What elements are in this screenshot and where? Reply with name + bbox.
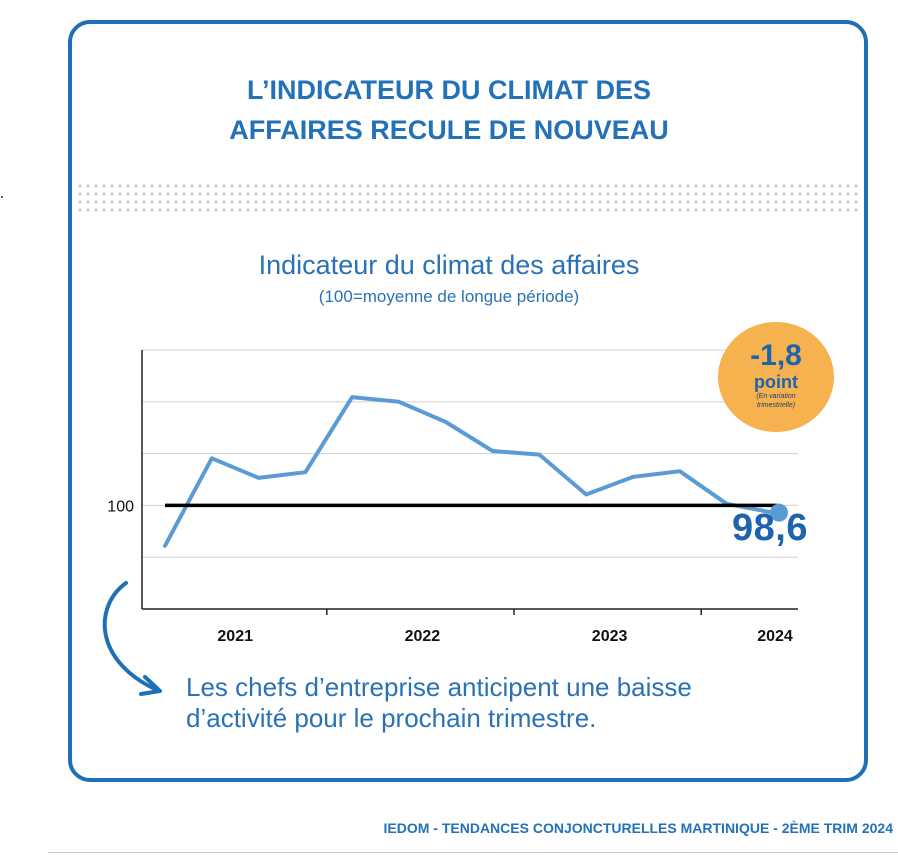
chart-grid bbox=[142, 349, 798, 558]
headline: L’INDICATEUR DU CLIMAT DES AFFAIRES RECU… bbox=[0, 70, 898, 150]
footer: IEDOM - TENDANCES CONJONCTURELLES MARTIN… bbox=[383, 820, 894, 836]
axis-labels: 2021 2022 2023 2024 100 bbox=[107, 498, 793, 645]
y-tick-label: 100 bbox=[107, 498, 134, 515]
badge-note-line-2: trimestrielle) bbox=[756, 402, 796, 409]
stray-dot bbox=[1, 196, 3, 198]
marker-layer bbox=[770, 503, 788, 522]
x-tick-label: 2023 bbox=[592, 628, 628, 645]
chart-subtitle: (100=moyenne de longue période) bbox=[318, 287, 580, 306]
dotted-separator bbox=[78, 184, 862, 214]
series-layer bbox=[163, 395, 776, 548]
x-tick-label: 2022 bbox=[405, 628, 441, 645]
curved-arrow-icon bbox=[102, 581, 162, 696]
badge-unit: point bbox=[754, 372, 798, 392]
last-value-label: 98,6 bbox=[732, 507, 808, 549]
x-tick-label: 2021 bbox=[217, 628, 253, 645]
badge-note-line-1: (En variation bbox=[756, 393, 796, 400]
headline-line-2: AFFAIRES RECULE DE NOUVEAU bbox=[229, 115, 669, 145]
chart-title: Indicateur du climat des affaires bbox=[258, 250, 640, 280]
caption-line-1: Les chefs d’entreprise anticipent une ba… bbox=[186, 672, 692, 702]
last-point-marker bbox=[770, 503, 788, 522]
footer-rule bbox=[48, 852, 898, 853]
caption: Les chefs d’entreprise anticipent une ba… bbox=[186, 672, 692, 734]
headline-line-1: L’INDICATEUR DU CLIMAT DES bbox=[247, 75, 651, 105]
x-tick-label: 2024 bbox=[757, 628, 793, 645]
infographic-card bbox=[68, 20, 868, 782]
change-badge: -1,8 point (En variation trimestrielle) bbox=[718, 322, 834, 432]
caption-line-2: d’activité pour le prochain trimestre. bbox=[186, 703, 597, 733]
x-axis-ticks bbox=[326, 609, 702, 615]
series-line bbox=[163, 395, 776, 548]
badge-value: -1,8 bbox=[750, 339, 802, 372]
